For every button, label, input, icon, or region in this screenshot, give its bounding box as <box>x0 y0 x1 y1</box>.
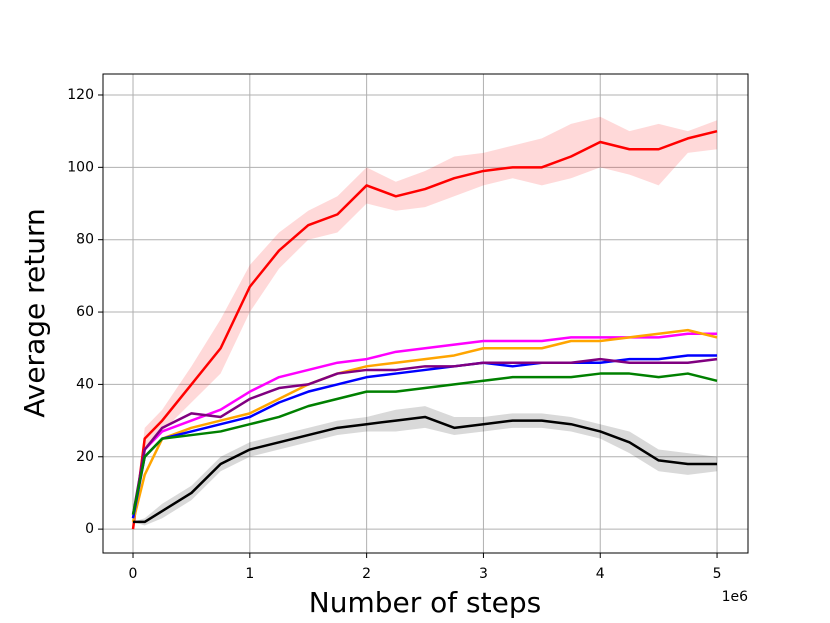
y-tick-label: 100 <box>67 159 94 175</box>
x-tick-label: 4 <box>596 566 605 582</box>
axes-frame <box>102 73 749 554</box>
confidence-band <box>133 116 718 530</box>
x-tick-label: 2 <box>362 566 371 582</box>
confidence-band <box>133 406 718 526</box>
y-tick-label: 60 <box>76 304 94 320</box>
y-tick-label: 20 <box>76 449 94 465</box>
x-tick-label: 5 <box>713 566 722 582</box>
y-tick-label: 120 <box>67 87 94 103</box>
y-tick-label: 0 <box>85 521 94 537</box>
plot-area: 0 20 40 60 80 100 120 0 1 2 3 4 5 <box>67 74 748 582</box>
x-tick-label: 1 <box>245 566 254 582</box>
series-line <box>131 372 718 515</box>
y-axis-label: Average return <box>18 208 51 418</box>
x-tick-label: 3 <box>479 566 488 582</box>
series-line <box>131 328 718 523</box>
y-tick-label: 40 <box>76 376 94 392</box>
x-offset-label: 1e6 <box>722 589 749 605</box>
series-line <box>133 415 718 524</box>
x-axis-label: Number of steps <box>309 586 541 619</box>
series-line <box>131 129 718 530</box>
x-tick-label: 0 <box>129 566 138 582</box>
y-tick-label: 80 <box>76 232 94 248</box>
series-line <box>131 357 718 515</box>
